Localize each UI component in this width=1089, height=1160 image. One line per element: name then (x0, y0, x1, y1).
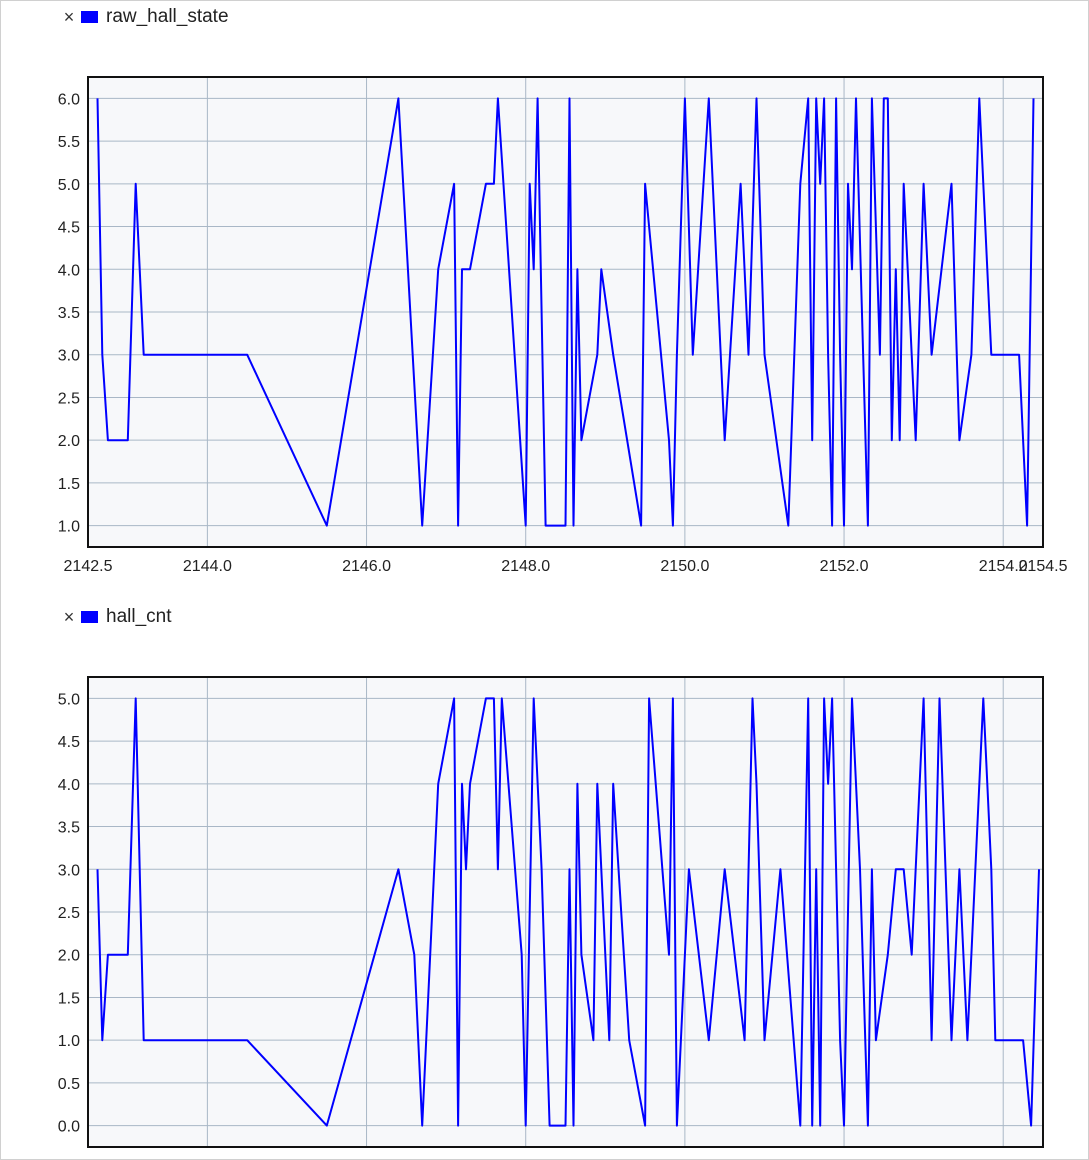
x-tick-label: 2146.0 (342, 558, 391, 575)
legend-raw-hall-state: × raw_hall_state (60, 5, 229, 29)
legend-label: hall_cnt (106, 606, 172, 627)
y-tick-label: 2.5 (58, 905, 80, 922)
x-tick-label: 2142.5 (64, 558, 113, 575)
close-icon[interactable]: × (63, 6, 75, 27)
y-tick-label: 0.0 (58, 1119, 80, 1136)
y-tick-label: 3.0 (58, 862, 80, 879)
x-tick-label: 2150.0 (660, 558, 709, 575)
x-tick-label: 2154.5 (1019, 558, 1068, 575)
y-tick-label: 1.5 (58, 990, 80, 1007)
x-tick-label: 2154.0 (979, 558, 1028, 575)
series-line-hall-cnt (96, 697, 1040, 1127)
x-tick-label: 2148.0 (501, 558, 550, 575)
x-tick-label: 2144.0 (183, 558, 232, 575)
chart-raw-hall-state[interactable]: 1.0 1.5 2.0 2.5 3.0 3.5 4.0 4.5 5.0 5.5 6.0 2142.5 2… (0, 60, 1089, 590)
y-tick-label: 3.5 (58, 820, 80, 837)
plot-border (87, 76, 1044, 548)
legend-hall-cnt: × hall_cnt (60, 605, 172, 629)
y-tick-label: 1.0 (58, 1033, 80, 1050)
legend-swatch[interactable] (81, 611, 98, 623)
y-tick-label: 3.0 (58, 348, 80, 365)
y-tick-label: 4.0 (58, 777, 80, 794)
y-tick-label: 4.5 (58, 734, 80, 751)
y-tick-label: 6.0 (58, 91, 80, 108)
y-tick-label: 1.0 (58, 519, 80, 536)
y-tick-label: 2.5 (58, 390, 80, 407)
y-tick-label: 5.5 (58, 134, 80, 151)
x-tick-label: 2152.0 (820, 558, 869, 575)
y-tick-label: 4.0 (58, 262, 80, 279)
y-tick-label: 4.5 (58, 220, 80, 237)
y-tick-label: 2.0 (58, 948, 80, 965)
y-tick-label: 5.0 (58, 177, 80, 194)
y-tick-label: 2.0 (58, 433, 80, 450)
y-tick-label: 3.5 (58, 305, 80, 322)
y-tick-label: 1.5 (58, 476, 80, 493)
y-tick-label: 0.5 (58, 1076, 80, 1093)
legend-label: raw_hall_state (106, 6, 229, 27)
series-line-raw-hall-state (96, 97, 1035, 527)
chart-hall-cnt[interactable]: 0.0 0.5 1.0 1.5 2.0 2.5 3.0 3.5 4.0 4.5 5.0 (0, 660, 1089, 1160)
close-icon[interactable]: × (63, 606, 75, 627)
plot-border (87, 676, 1044, 1148)
legend-swatch[interactable] (81, 11, 98, 23)
y-tick-label: 5.0 (58, 691, 80, 708)
